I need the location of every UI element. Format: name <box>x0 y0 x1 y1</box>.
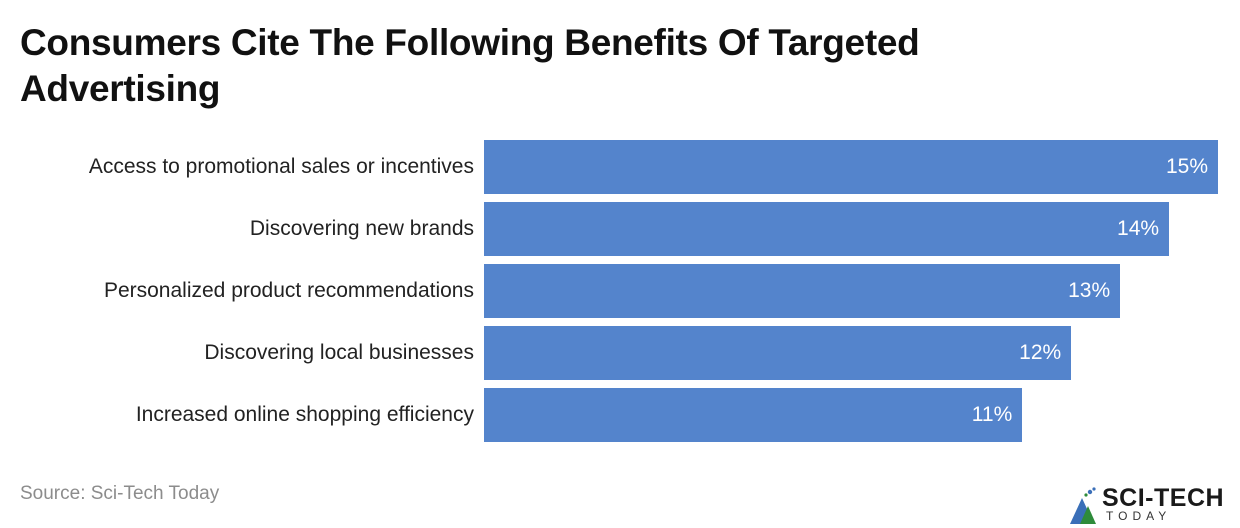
bar-row: Access to promotional sales or incentive… <box>0 140 1240 194</box>
bar: 14% <box>484 202 1170 256</box>
value-label: 13% <box>1068 279 1111 302</box>
category-label: Access to promotional sales or incentive… <box>88 155 474 178</box>
bar: 15% <box>484 140 1218 194</box>
category-label: Discovering new brands <box>249 217 474 240</box>
bar-row: Discovering new brands 14% <box>0 202 1240 256</box>
chart-title: Consumers Cite The Following Benefits Of… <box>20 22 920 109</box>
bar: 11% <box>484 388 1023 442</box>
logo-subtext: TODAY <box>1106 509 1172 523</box>
bar-row: Discovering local businesses 12% <box>0 326 1240 380</box>
bar: 12% <box>484 326 1072 380</box>
category-label: Discovering local businesses <box>204 341 474 364</box>
value-label: 14% <box>1117 217 1160 240</box>
logo-mark-icon <box>1070 487 1096 524</box>
logo-text: SCI-TECH <box>1102 484 1225 512</box>
value-label: 15% <box>1165 155 1208 178</box>
bar-row: Personalized product recommendations 13% <box>0 264 1240 318</box>
bar-row: Increased online shopping efficiency 11% <box>0 388 1240 442</box>
bar: 13% <box>484 264 1121 318</box>
value-label: 12% <box>1019 341 1062 364</box>
category-label: Personalized product recommendations <box>103 279 474 302</box>
source-note: Source: Sci-Tech Today <box>20 483 220 504</box>
brand-logo: SCI-TECH TODAY <box>1066 484 1240 526</box>
category-label: Increased online shopping efficiency <box>135 403 474 426</box>
value-label: 11% <box>971 403 1013 426</box>
